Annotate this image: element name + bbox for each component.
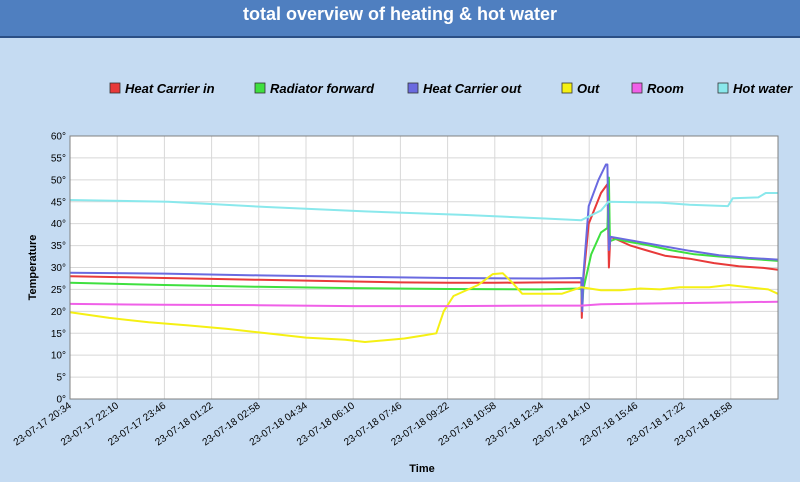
plot-frame — [69, 135, 779, 400]
legend-item: Hot water — [717, 81, 793, 96]
y-tick-label: 55° — [51, 153, 66, 164]
y-tick-label: 40° — [51, 219, 66, 230]
series-line-hot-water — [69, 192, 778, 222]
y-tick-label: 5° — [56, 373, 66, 384]
y-tick-label: 60° — [51, 132, 66, 143]
legend-label: Hot water — [733, 81, 793, 96]
y-axis-title: Temperature — [27, 235, 39, 301]
page-header: total overview of heating & hot water — [0, 0, 800, 38]
y-tick-label: 50° — [51, 175, 66, 186]
legend-swatch — [407, 82, 419, 94]
series-line-radiator-forward — [69, 176, 779, 308]
x-axis-title: Time — [409, 463, 434, 475]
chart-legend: Heat Carrier in Radiator forward Heat Carr… — [109, 81, 793, 96]
legend-label: Room — [647, 81, 684, 96]
legend-swatch — [631, 82, 643, 94]
y-tick-label: 20° — [51, 307, 66, 318]
legend-label: Radiator forward — [270, 81, 375, 96]
series-line-out — [69, 272, 779, 343]
series-line-room — [69, 300, 779, 308]
legend-label: Heat Carrier out — [423, 81, 522, 96]
legend-item: Heat Carrier in — [109, 81, 215, 96]
legend-item: Out — [561, 81, 600, 96]
y-tick-label: 15° — [51, 329, 66, 340]
y-tick-label: 25° — [51, 285, 66, 296]
y-tick-label: 30° — [51, 263, 66, 274]
legend-item: Heat Carrier out — [407, 81, 522, 96]
legend-item: Room — [631, 81, 684, 96]
legend-swatch — [561, 82, 573, 94]
legend-swatch — [109, 82, 121, 94]
legend-label: Heat Carrier in — [125, 81, 215, 96]
legend-swatch — [254, 82, 266, 94]
series-line-heat-carrier-out — [69, 163, 779, 313]
y-tick-label: 0° — [56, 395, 66, 406]
legend-label: Out — [577, 81, 600, 96]
page-title: total overview of heating & hot water — [242, 4, 558, 24]
y-tick-label: 45° — [51, 197, 66, 208]
legend-item: Radiator forward — [254, 81, 375, 96]
legend-swatch — [717, 82, 729, 94]
y-tick-label: 10° — [51, 351, 66, 362]
series-layer — [69, 163, 779, 343]
y-tick-label: 35° — [51, 241, 66, 252]
y-axis: 0° 5° 10° 15° 20° 25° 30° 35° 40° 45° 50° 55° 60° — [51, 132, 66, 406]
